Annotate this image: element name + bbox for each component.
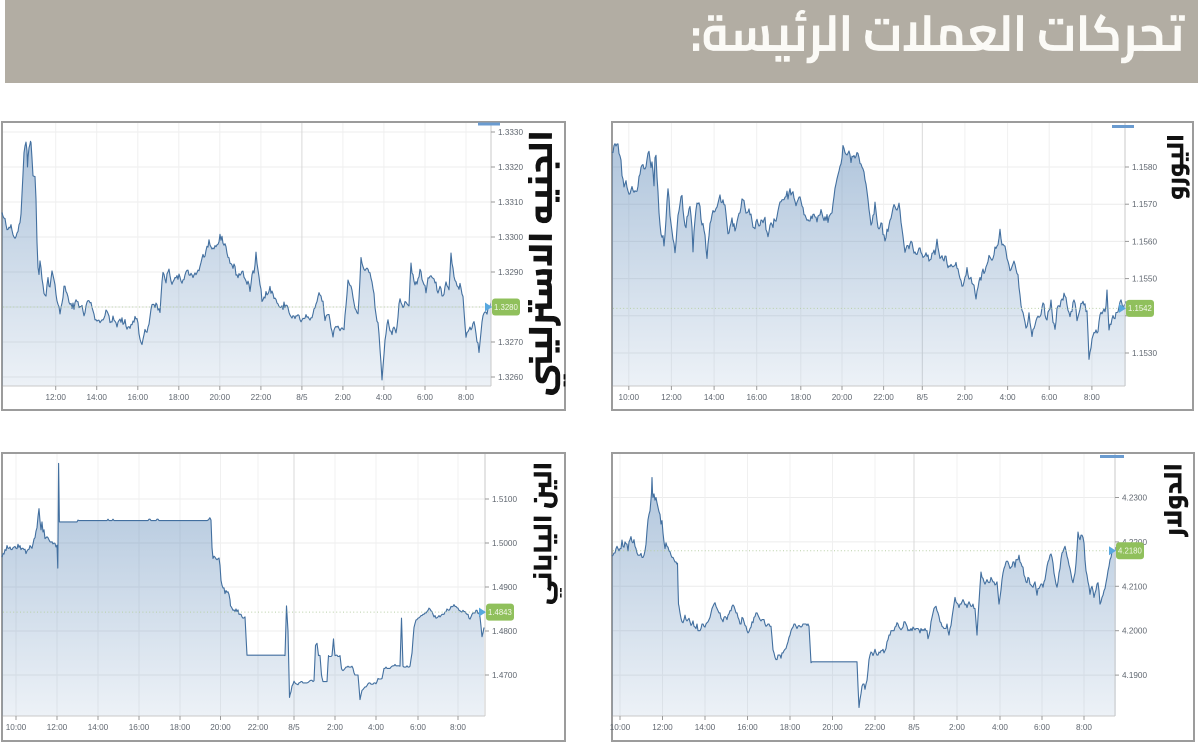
svg-text:16:00: 16:00 [128, 393, 149, 402]
svg-text:20:00: 20:00 [822, 723, 843, 732]
svg-text:20:00: 20:00 [210, 393, 231, 402]
svg-text:1.4700: 1.4700 [492, 671, 517, 680]
svg-text:16:00: 16:00 [746, 393, 767, 402]
svg-text:1.1530: 1.1530 [1132, 349, 1157, 358]
svg-text:4:00: 4:00 [376, 393, 392, 402]
svg-text:1.4900: 1.4900 [492, 583, 517, 592]
svg-text:22:00: 22:00 [251, 393, 272, 402]
svg-text:4.2180: 4.2180 [1118, 547, 1143, 556]
svg-text:18:00: 18:00 [791, 393, 812, 402]
svg-text:12:00: 12:00 [45, 393, 66, 402]
svg-text:2:00: 2:00 [949, 723, 965, 732]
svg-text:1.3320: 1.3320 [498, 163, 523, 172]
svg-text:1.4843: 1.4843 [488, 608, 512, 617]
svg-text:10:00: 10:00 [6, 723, 27, 732]
svg-text:20:00: 20:00 [210, 723, 231, 732]
svg-text:22:00: 22:00 [865, 723, 886, 732]
svg-text:1.3290: 1.3290 [498, 268, 523, 277]
svg-text:1.3270: 1.3270 [498, 338, 523, 347]
svg-text:4.2300: 4.2300 [1122, 494, 1147, 503]
svg-text:4.2100: 4.2100 [1122, 582, 1147, 591]
svg-text:1.3260: 1.3260 [498, 373, 523, 382]
svg-text:18:00: 18:00 [170, 723, 191, 732]
svg-text:1.3300: 1.3300 [498, 233, 523, 242]
svg-text:2:00: 2:00 [957, 393, 973, 402]
svg-text:14:00: 14:00 [86, 393, 107, 402]
svg-text:14:00: 14:00 [88, 723, 109, 732]
svg-text:8:00: 8:00 [1084, 393, 1100, 402]
svg-text:1.5100: 1.5100 [492, 495, 517, 504]
svg-text:1.5000: 1.5000 [492, 539, 517, 548]
svg-text:8/5: 8/5 [288, 723, 300, 732]
svg-text:4:00: 4:00 [992, 723, 1008, 732]
svg-text:6:00: 6:00 [1041, 393, 1057, 402]
svg-text:4:00: 4:00 [1000, 393, 1016, 402]
svg-text:2:00: 2:00 [327, 723, 343, 732]
svg-text:8/5: 8/5 [917, 393, 929, 402]
svg-text:12:00: 12:00 [47, 723, 68, 732]
svg-text:1.4800: 1.4800 [492, 627, 517, 636]
svg-text:6:00: 6:00 [417, 393, 433, 402]
svg-text:8:00: 8:00 [450, 723, 466, 732]
svg-text:20:00: 20:00 [832, 393, 853, 402]
svg-text:1.3280: 1.3280 [494, 303, 519, 312]
svg-text:1.1560: 1.1560 [1132, 237, 1157, 246]
svg-text:1.3310: 1.3310 [498, 198, 523, 207]
svg-text:22:00: 22:00 [873, 393, 894, 402]
svg-text:4:00: 4:00 [368, 723, 384, 732]
svg-text:10:00: 10:00 [619, 393, 640, 402]
svg-text:8/5: 8/5 [296, 393, 308, 402]
svg-text:16:00: 16:00 [737, 723, 758, 732]
svg-text:1.1550: 1.1550 [1132, 275, 1157, 284]
svg-text:4.2000: 4.2000 [1122, 627, 1147, 636]
svg-text:1.1570: 1.1570 [1132, 200, 1157, 209]
svg-text:1.3330: 1.3330 [498, 128, 523, 137]
svg-text:12:00: 12:00 [652, 723, 673, 732]
svg-text:22:00: 22:00 [248, 723, 269, 732]
svg-text:18:00: 18:00 [780, 723, 801, 732]
svg-text:8/5: 8/5 [908, 723, 920, 732]
svg-text:6:00: 6:00 [1034, 723, 1050, 732]
svg-text:14:00: 14:00 [704, 393, 725, 402]
svg-text:8:00: 8:00 [458, 393, 474, 402]
svg-text:6:00: 6:00 [410, 723, 426, 732]
svg-text:1.1542: 1.1542 [1128, 304, 1152, 313]
svg-text:12:00: 12:00 [661, 393, 682, 402]
svg-text:10:00: 10:00 [610, 723, 631, 732]
svg-text:14:00: 14:00 [695, 723, 716, 732]
svg-text:4.1900: 4.1900 [1122, 671, 1147, 680]
svg-text:1.1580: 1.1580 [1132, 163, 1157, 172]
svg-text:16:00: 16:00 [129, 723, 150, 732]
svg-text:18:00: 18:00 [169, 393, 190, 402]
svg-text:8:00: 8:00 [1076, 723, 1092, 732]
svg-text:2:00: 2:00 [335, 393, 351, 402]
